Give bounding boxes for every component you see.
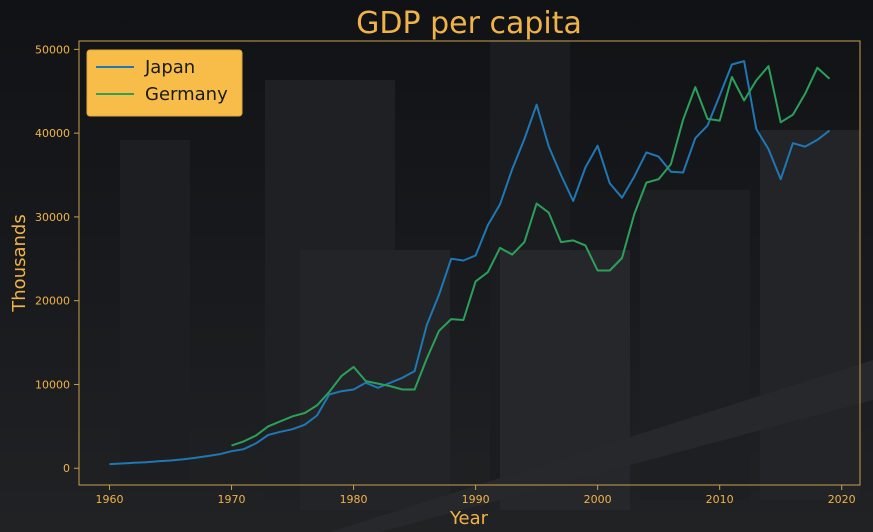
y-axis-label: Thousands — [9, 214, 30, 312]
series-lines — [109, 60, 831, 466]
axes: 1960 1970 1980 1990 2000 2010 2020 0 10000 20000 3… — [35, 43, 856, 506]
y-tick-label: 30000 — [35, 211, 70, 224]
x-axis-label: Year — [449, 508, 489, 529]
x-tick-label: 2010 — [706, 493, 734, 506]
chart-title: GDP per capita — [356, 6, 582, 41]
series-line-germany — [231, 65, 831, 447]
y-tick-label: 50000 — [35, 43, 70, 56]
legend-label-germany: Germany — [145, 84, 228, 105]
x-tick-label: 1980 — [340, 493, 368, 506]
y-tick-label: 40000 — [35, 127, 70, 140]
x-tick-label: 2000 — [584, 493, 612, 506]
y-tick-label: 10000 — [35, 378, 70, 391]
y-tick-label: 0 — [63, 462, 70, 475]
x-tick-label: 1970 — [218, 493, 246, 506]
y-tick-label: 20000 — [35, 295, 70, 308]
series-line-japan — [109, 60, 831, 466]
plot-area-frame — [78, 40, 861, 486]
x-tick-label: 2020 — [828, 493, 856, 506]
x-tick-label: 1960 — [96, 493, 124, 506]
legend: Japan Germany — [86, 49, 243, 117]
x-tick-label: 1990 — [462, 493, 490, 506]
legend-label-japan: Japan — [144, 57, 195, 78]
